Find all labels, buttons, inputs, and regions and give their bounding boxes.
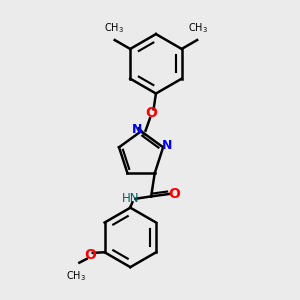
Text: HN: HN xyxy=(122,192,140,205)
Text: N: N xyxy=(132,123,143,136)
Text: N: N xyxy=(161,139,172,152)
Text: O: O xyxy=(146,106,158,120)
Text: O: O xyxy=(169,187,181,201)
Text: CH$_3$: CH$_3$ xyxy=(188,21,208,35)
Text: CH$_3$: CH$_3$ xyxy=(104,21,124,35)
Text: O: O xyxy=(84,248,96,262)
Text: CH$_3$: CH$_3$ xyxy=(66,269,86,283)
